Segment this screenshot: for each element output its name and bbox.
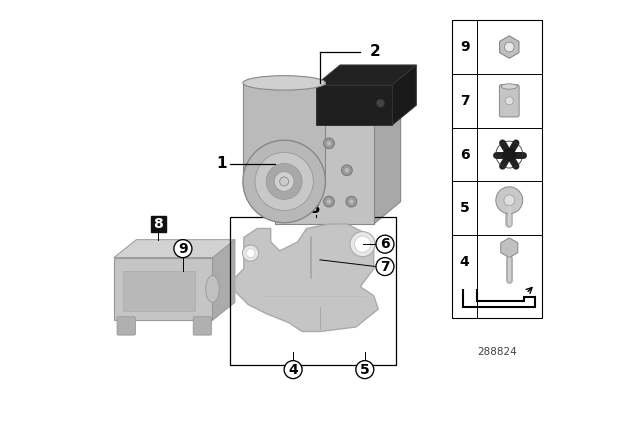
Circle shape <box>504 195 515 206</box>
Text: 288824: 288824 <box>477 347 517 357</box>
Text: 5: 5 <box>360 362 370 377</box>
Text: 6: 6 <box>460 147 470 162</box>
Text: 7: 7 <box>460 94 470 108</box>
Polygon shape <box>275 103 401 125</box>
Text: 4: 4 <box>288 362 298 377</box>
Circle shape <box>376 99 385 108</box>
Text: 8: 8 <box>154 217 163 231</box>
Circle shape <box>324 138 334 149</box>
Circle shape <box>285 362 301 377</box>
Text: 1: 1 <box>216 156 227 171</box>
Circle shape <box>505 97 513 105</box>
Bar <box>123 271 195 311</box>
Circle shape <box>376 258 394 276</box>
Polygon shape <box>316 65 417 85</box>
Circle shape <box>243 245 259 261</box>
Bar <box>230 217 396 365</box>
Polygon shape <box>392 65 417 125</box>
Circle shape <box>345 168 349 172</box>
Text: 4: 4 <box>460 255 470 269</box>
Text: 3: 3 <box>310 201 321 216</box>
Circle shape <box>346 196 356 207</box>
Polygon shape <box>243 83 325 186</box>
Text: 5: 5 <box>460 201 470 215</box>
Circle shape <box>275 172 294 191</box>
Circle shape <box>356 361 374 379</box>
Polygon shape <box>212 240 235 320</box>
Ellipse shape <box>501 84 517 89</box>
Bar <box>316 85 392 125</box>
Circle shape <box>355 236 371 252</box>
Circle shape <box>327 141 332 146</box>
Circle shape <box>378 259 392 274</box>
Circle shape <box>246 249 255 258</box>
Circle shape <box>504 149 515 160</box>
Bar <box>275 125 374 224</box>
FancyBboxPatch shape <box>499 85 519 117</box>
Circle shape <box>376 235 394 253</box>
Text: 2: 2 <box>369 44 380 59</box>
Polygon shape <box>114 240 235 258</box>
Circle shape <box>243 140 325 223</box>
Circle shape <box>496 187 523 214</box>
Text: 9: 9 <box>460 40 470 54</box>
Circle shape <box>357 362 372 377</box>
FancyBboxPatch shape <box>150 216 166 232</box>
Circle shape <box>324 196 334 207</box>
Ellipse shape <box>243 76 325 90</box>
Circle shape <box>280 177 289 186</box>
Circle shape <box>266 164 302 199</box>
Ellipse shape <box>206 276 220 302</box>
Circle shape <box>378 237 392 252</box>
FancyBboxPatch shape <box>193 317 212 335</box>
Bar <box>452 20 541 318</box>
Circle shape <box>342 165 352 176</box>
Bar <box>114 258 212 320</box>
Polygon shape <box>500 238 518 258</box>
FancyBboxPatch shape <box>117 317 136 335</box>
Circle shape <box>350 232 375 257</box>
Polygon shape <box>500 36 519 58</box>
Circle shape <box>175 241 191 256</box>
Circle shape <box>327 199 332 204</box>
Circle shape <box>284 361 302 379</box>
Circle shape <box>349 199 354 204</box>
Circle shape <box>255 152 314 211</box>
Text: 7: 7 <box>380 259 390 274</box>
Polygon shape <box>374 103 401 224</box>
Text: 6: 6 <box>380 237 390 251</box>
Polygon shape <box>235 224 378 332</box>
Circle shape <box>174 240 192 258</box>
Circle shape <box>504 42 514 52</box>
Text: 9: 9 <box>178 241 188 256</box>
